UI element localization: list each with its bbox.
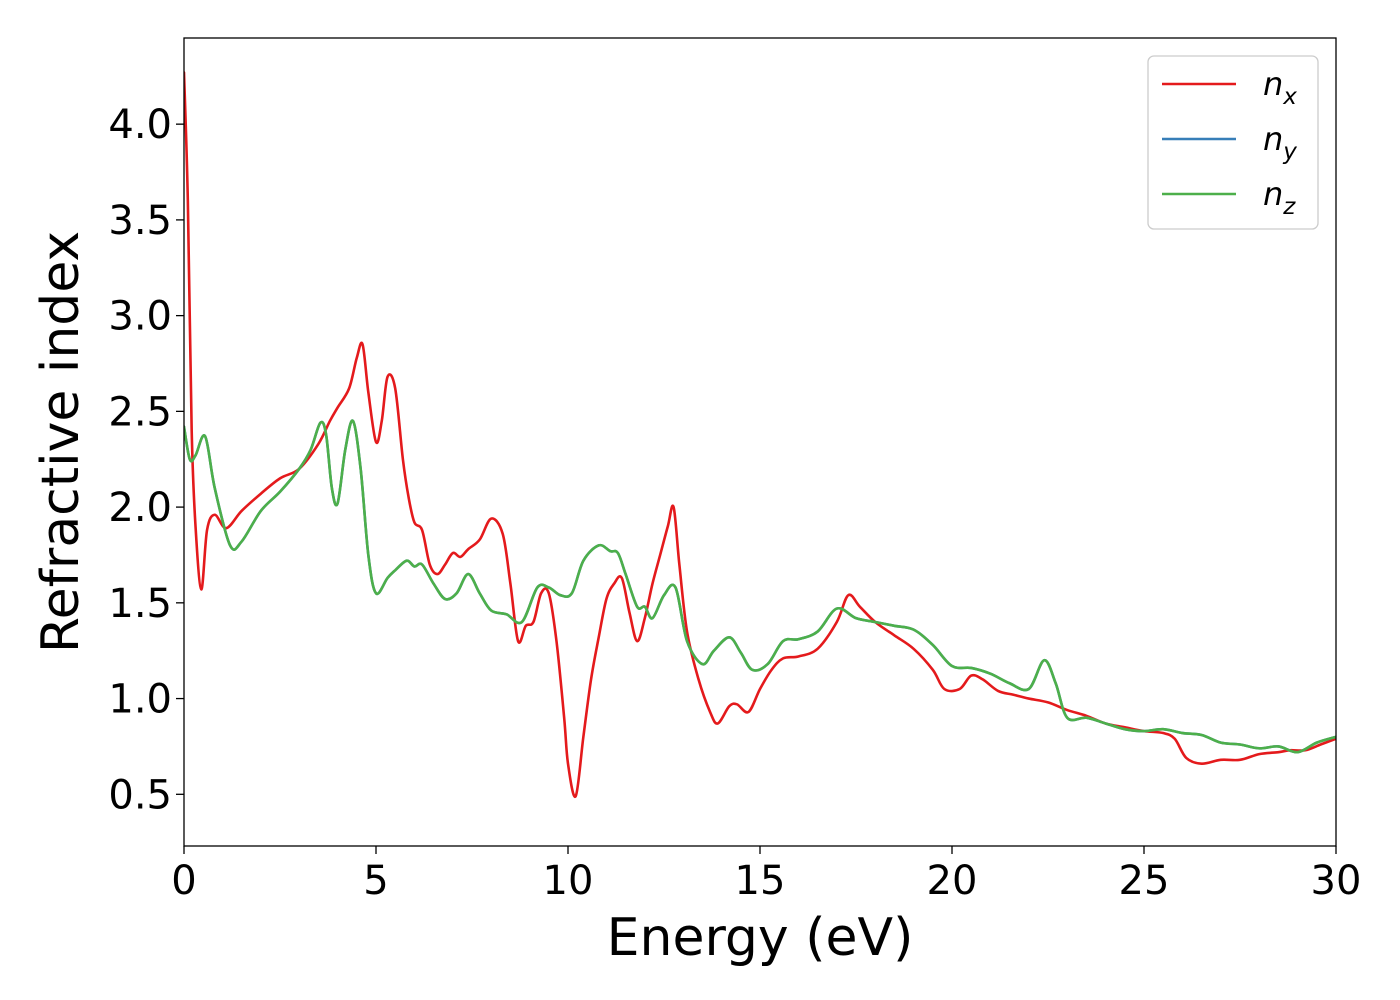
legend-label-base: n bbox=[1263, 120, 1283, 158]
series-layer bbox=[184, 71, 1336, 798]
legend-label-base: n bbox=[1263, 175, 1283, 213]
y-tick-label: 0.5 bbox=[108, 772, 172, 818]
y-tick-label: 3.0 bbox=[108, 294, 172, 340]
y-tick-label: 3.5 bbox=[108, 198, 172, 244]
x-tick-label: 30 bbox=[1311, 858, 1362, 904]
x-axis-title: Energy (eV) bbox=[607, 908, 914, 968]
y-axis: 0.5 1.0 1.5 2.0 2.5 3.0 3.5 4.0 bbox=[108, 102, 184, 818]
y-tick-label: 1.5 bbox=[108, 581, 172, 627]
y-axis-title: Refractive index bbox=[31, 231, 91, 653]
legend-label-ny: ny bbox=[1263, 120, 1297, 165]
x-tick-label: 25 bbox=[1119, 858, 1170, 904]
x-tick-label: 15 bbox=[735, 858, 786, 904]
legend-label-subscript: x bbox=[1282, 84, 1297, 110]
y-tick-label: 1.0 bbox=[108, 677, 172, 723]
legend-frame bbox=[1147, 55, 1319, 230]
legend-label-nz: nz bbox=[1263, 175, 1296, 220]
series-line-nx bbox=[184, 71, 1336, 798]
series-line-nz bbox=[184, 419, 1336, 754]
y-tick-label: 4.0 bbox=[108, 102, 172, 148]
x-tick-label: 10 bbox=[543, 858, 594, 904]
legend-label-base: n bbox=[1263, 65, 1283, 103]
legend-label-nx: nx bbox=[1263, 65, 1297, 110]
x-tick-label: 0 bbox=[171, 858, 196, 904]
legend-label-subscript: y bbox=[1282, 139, 1297, 165]
y-tick-label: 2.0 bbox=[108, 485, 172, 531]
x-tick-label: 20 bbox=[927, 858, 978, 904]
plot-area bbox=[183, 37, 1337, 847]
x-axis: 0 5 10 15 20 25 30 bbox=[171, 846, 1361, 904]
y-tick-label: 2.5 bbox=[108, 389, 172, 435]
legend-label-subscript: z bbox=[1282, 194, 1296, 220]
x-tick-label: 5 bbox=[363, 858, 388, 904]
